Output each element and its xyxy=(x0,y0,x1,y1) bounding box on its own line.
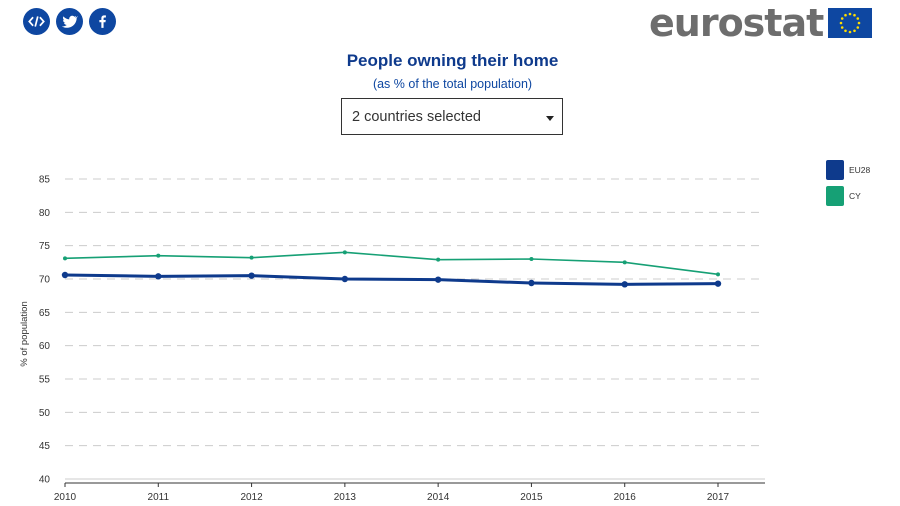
embed-icon xyxy=(28,16,45,27)
flag-star xyxy=(839,21,843,25)
legend-item-cy[interactable]: CY xyxy=(826,186,870,206)
eu-flag-icon xyxy=(828,8,873,38)
x-tick-label: 2015 xyxy=(520,492,543,503)
y-axis-label: % of population xyxy=(19,301,30,367)
flag-star xyxy=(853,29,857,33)
flag-star xyxy=(856,26,860,29)
chevron-down-icon xyxy=(546,116,554,121)
data-point-eu28 xyxy=(341,275,349,283)
data-point-cy xyxy=(436,257,441,262)
legend-label-eu28: EU28 xyxy=(849,165,871,175)
chart-legend: EU28 CY xyxy=(826,160,870,212)
data-point-eu28 xyxy=(434,276,442,283)
legend-item-eu28[interactable]: EU28 xyxy=(826,160,870,180)
data-point-eu28 xyxy=(714,280,722,287)
y-tick-label: 50 xyxy=(39,408,51,419)
x-tick-label: 2017 xyxy=(707,492,730,503)
flag-star xyxy=(853,13,857,17)
x-tick-label: 2016 xyxy=(614,492,637,503)
x-tick-label: 2011 xyxy=(148,492,170,503)
data-point-cy xyxy=(529,257,534,261)
y-tick-label: 45 xyxy=(39,441,51,452)
flag-star xyxy=(857,21,861,25)
data-point-eu28 xyxy=(248,272,255,279)
eurostat-logo: eurostat xyxy=(649,1,873,45)
y-tick-label: 70 xyxy=(39,275,51,286)
y-tick-label: 65 xyxy=(39,308,51,319)
x-tick-label: 2010 xyxy=(54,492,77,503)
data-point-eu28 xyxy=(621,281,628,288)
country-selector-label: 2 countries selected xyxy=(352,108,481,125)
twitter-icon xyxy=(61,15,78,28)
x-tick-label: 2014 xyxy=(427,492,450,503)
y-tick-label: 75 xyxy=(39,241,51,252)
data-point-eu28 xyxy=(61,271,69,279)
twitter-button[interactable] xyxy=(56,8,83,35)
data-point-eu28 xyxy=(155,273,162,280)
flag-star xyxy=(841,26,844,29)
flag-star xyxy=(848,12,852,16)
data-point-cy xyxy=(156,253,161,258)
flag-star xyxy=(841,17,844,20)
legend-swatch-eu28 xyxy=(826,160,844,180)
x-tick-label: 2012 xyxy=(240,492,263,503)
chart-subtitle: (as % of the total population) xyxy=(372,77,533,91)
series-line-eu28 xyxy=(64,273,719,286)
y-tick-label: 60 xyxy=(39,341,51,352)
logo-text: eurostat xyxy=(649,1,824,45)
legend-label-cy: CY xyxy=(849,191,861,201)
flag-star xyxy=(856,17,860,20)
legend-swatch-cy xyxy=(826,186,844,206)
social-share-bar xyxy=(23,8,116,35)
flag-star xyxy=(844,13,848,17)
chart-title: People owning their home xyxy=(346,51,559,70)
y-tick-label: 55 xyxy=(39,375,51,386)
y-tick-label: 85 xyxy=(39,175,51,186)
series-line-cy xyxy=(64,251,719,276)
data-point-cy xyxy=(622,260,627,265)
x-tick-label: 2013 xyxy=(334,492,357,503)
data-point-eu28 xyxy=(528,279,535,287)
flag-star xyxy=(848,30,852,34)
embed-button[interactable] xyxy=(23,8,50,35)
y-tick-label: 40 xyxy=(39,475,51,486)
data-point-cy xyxy=(716,272,720,277)
y-tick-label: 80 xyxy=(39,208,51,219)
facebook-button[interactable] xyxy=(89,8,116,35)
country-selector-dropdown[interactable]: 2 countries selected xyxy=(341,98,563,135)
data-point-cy xyxy=(63,256,67,261)
data-point-cy xyxy=(249,255,254,260)
flag-star xyxy=(844,29,848,33)
data-point-cy xyxy=(342,250,347,255)
facebook-icon xyxy=(99,15,106,28)
